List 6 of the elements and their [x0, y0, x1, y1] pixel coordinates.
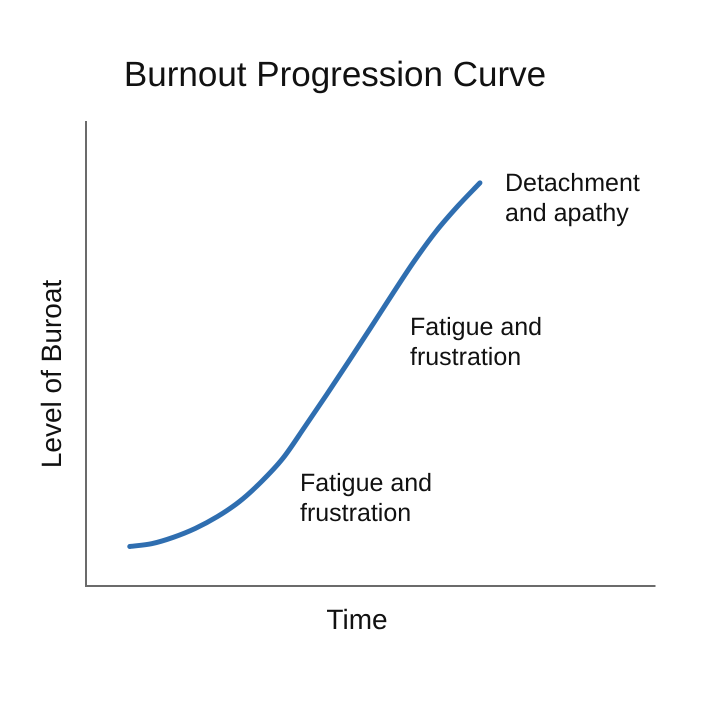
annotation: Fatigue and frustration [300, 468, 434, 528]
chart-title: Burnout Progression Curve [124, 55, 546, 95]
annotation: Detachment and apathy [505, 168, 641, 228]
x-axis-title: Time [326, 604, 388, 636]
y-axis-title: Level of Buroat [36, 280, 68, 468]
annotation: Fatigue and frustration [410, 312, 544, 372]
